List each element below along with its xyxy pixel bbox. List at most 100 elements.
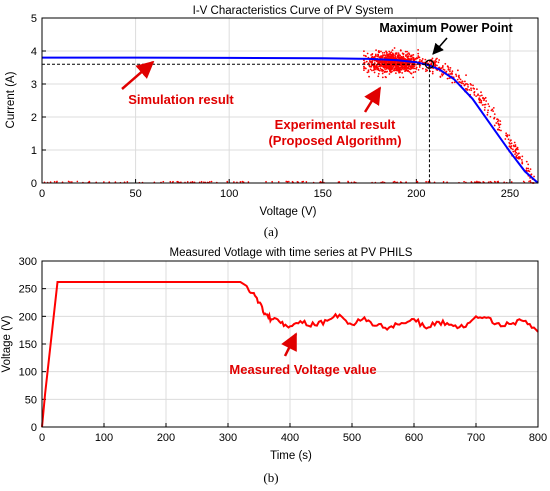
experimental-point [372, 69, 375, 72]
experimental-point [509, 139, 512, 142]
experimental-point [450, 72, 453, 75]
experimental-point [480, 94, 483, 97]
experimental-point [338, 181, 341, 183]
experimental-point [458, 81, 461, 83]
experimental-point [407, 57, 410, 60]
experimental-point [285, 180, 288, 183]
experimental-point [385, 61, 388, 64]
chart-a-xtick-label: 150 [314, 188, 332, 200]
experimental-point [69, 181, 71, 183]
chart-a-frame [41, 17, 539, 184]
experimental-point [516, 146, 519, 149]
chart-b-xtick-label: 700 [467, 432, 485, 444]
experimental-point [397, 68, 400, 71]
experimental-point [397, 70, 400, 72]
experimental-point [373, 59, 376, 62]
experimental-point [514, 144, 517, 146]
experimental-point [210, 180, 213, 183]
experimental-point [378, 56, 381, 58]
experimental-point [481, 104, 484, 106]
experimental-point [384, 70, 387, 73]
experimental-point [397, 65, 399, 68]
experimental-point [410, 72, 413, 75]
experimental-point [200, 180, 203, 183]
experimental-point [418, 66, 421, 68]
experimental-point [497, 119, 500, 122]
experimental-point [529, 179, 532, 182]
experimental-point [286, 180, 289, 183]
experimental-point [528, 180, 530, 183]
chart-a-ytick-label: 3 [31, 79, 37, 91]
experimental-point [436, 57, 438, 60]
experimental-point [404, 69, 407, 72]
experimental-point [265, 180, 267, 183]
experimental-point [448, 77, 451, 79]
experimental-point [478, 97, 481, 100]
experimental-point [533, 175, 535, 178]
chart-b-tick-labels: 0 100 200 300 400 500 600 700 800 0 50 100 150 200 250… [19, 256, 548, 444]
experimental-point [365, 60, 368, 63]
experimental-point [377, 50, 380, 52]
experimental-point [409, 58, 412, 61]
experimental-point [363, 54, 365, 57]
experimental-point [271, 180, 273, 183]
experimental-point [382, 61, 384, 63]
experimental-point [457, 75, 460, 78]
experimental-point [406, 70, 409, 72]
experimental-point [395, 68, 398, 71]
experimental-point [126, 180, 129, 183]
chart-a-xlabel: Voltage (V) [260, 206, 317, 218]
experimental-point [405, 181, 407, 183]
experimental-point [447, 68, 450, 71]
experimental-point [305, 180, 308, 183]
experimental-point [398, 66, 401, 69]
experimental-point [466, 88, 469, 91]
experimental-point [395, 66, 398, 68]
experimental-point [410, 67, 413, 70]
experimental-point [486, 113, 489, 116]
experimental-point [233, 181, 235, 183]
experimental-point [483, 99, 485, 102]
chart-a-title: I-V Characteristics Curve of PV System [193, 5, 394, 17]
measured-voltage-annotation: Measured Voltage value [229, 362, 376, 377]
experimental-point [437, 61, 440, 64]
experimental-point [394, 72, 397, 75]
experimental-point [377, 69, 380, 72]
experimental-point [498, 126, 501, 129]
experimental-point [395, 52, 397, 55]
experimental-point [392, 60, 394, 63]
experimental-point [390, 53, 393, 56]
experimental-point [370, 56, 373, 59]
experimental-point [427, 180, 430, 183]
chart-a-marks [42, 47, 539, 184]
experimental-point [515, 151, 518, 154]
experimental-point [514, 149, 517, 152]
experimental-point [495, 122, 498, 124]
experimental-point [415, 66, 418, 69]
experimental-point [410, 66, 413, 68]
experimental-point [412, 56, 415, 59]
experimental-point [478, 99, 481, 102]
experimental-point [393, 180, 396, 183]
experimental-point [186, 181, 189, 183]
experimental-point [508, 134, 511, 137]
experimental-point [473, 91, 476, 94]
experimental-point [393, 69, 395, 72]
experimental-point [388, 50, 391, 53]
experimental-point [514, 145, 517, 148]
experimental-point [522, 180, 525, 183]
chart-a-xtick-label: 50 [129, 188, 141, 200]
experimental-point [398, 53, 400, 56]
experimental-point [465, 74, 467, 77]
experimental-point [413, 67, 416, 70]
chart-b-title: Measured Votlage with time series at PV … [170, 247, 413, 259]
experimental-point [497, 123, 500, 125]
chart-a-ylabel: Current (A) [5, 71, 17, 128]
experimental-point [406, 53, 409, 56]
experimental-point [403, 58, 406, 61]
experimental-point [470, 89, 473, 92]
chart-b-ytick-label: 100 [19, 367, 37, 379]
experimental-point [512, 150, 515, 153]
experimental-point [440, 73, 443, 76]
